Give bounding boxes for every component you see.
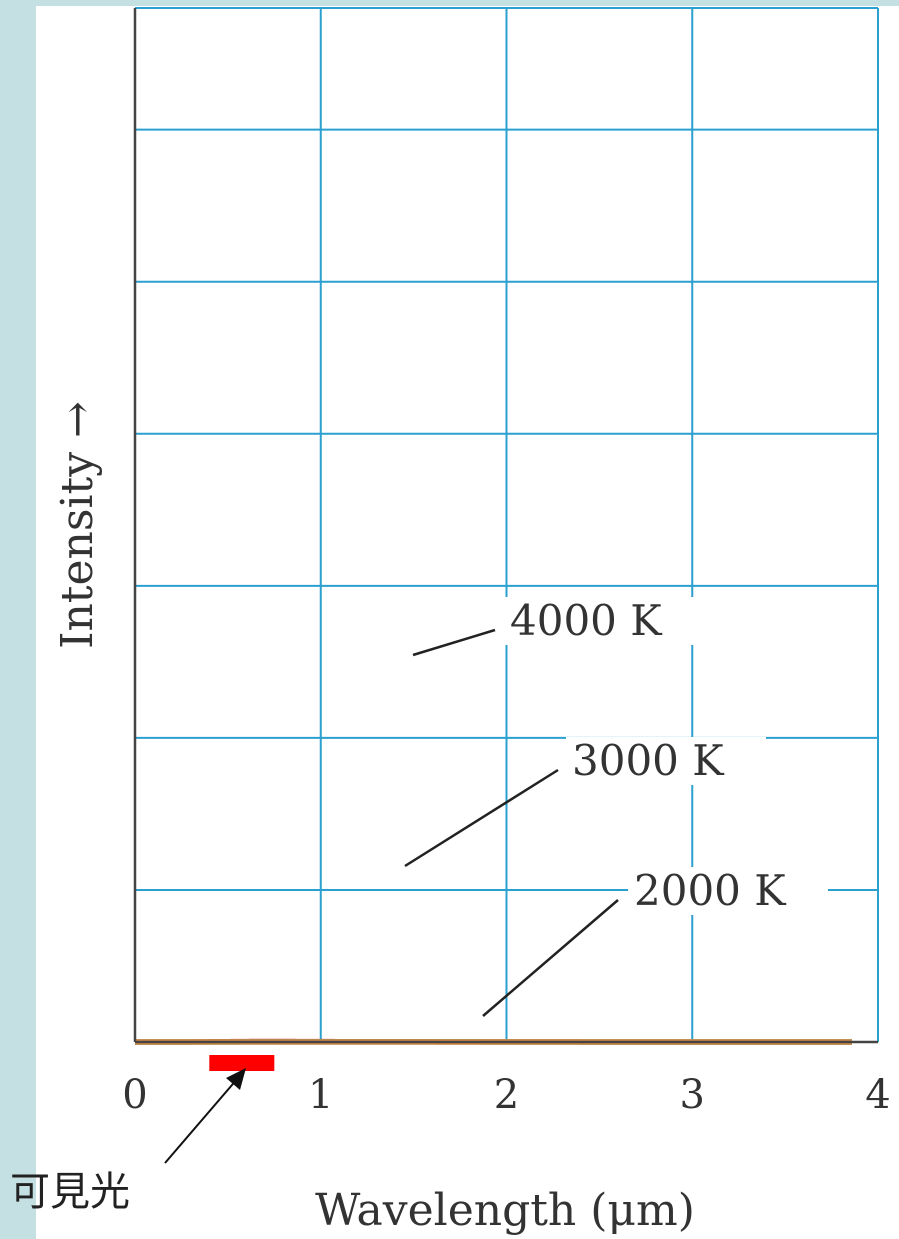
x-tick-label: 1 bbox=[308, 1072, 333, 1118]
label-2000k: 2000 K bbox=[634, 866, 787, 915]
grid bbox=[135, 7, 879, 1042]
visible-arrow-head bbox=[226, 1068, 246, 1090]
label-bg-4000k bbox=[504, 597, 704, 645]
y-axis-title: Intensity → bbox=[52, 401, 103, 649]
leader-line-4000k bbox=[412, 628, 496, 657]
left-background-band bbox=[0, 0, 36, 1239]
label-bg-3000k bbox=[566, 737, 766, 785]
visible-light-band bbox=[209, 1055, 275, 1071]
x-tick-label: 4 bbox=[865, 1072, 890, 1118]
visible-band-annotation: 可見光 bbox=[10, 1055, 275, 1215]
leader-line-3000k bbox=[404, 768, 559, 868]
axes bbox=[133, 8, 878, 1044]
leader-line-2000k bbox=[482, 899, 619, 1017]
visible-arrow-line bbox=[164, 1077, 239, 1164]
x-tick-label: 2 bbox=[494, 1072, 519, 1118]
top-background-band bbox=[0, 0, 899, 6]
label-4000k: 4000 K bbox=[510, 596, 663, 645]
x-tick-label: 0 bbox=[122, 1072, 147, 1118]
label-3000k: 3000 K bbox=[572, 736, 725, 785]
curve-labels: 4000 K 3000 K 2000 K bbox=[404, 596, 828, 1017]
x-axis-title: Wavelength (μm) bbox=[315, 1185, 695, 1236]
label-bg-2000k bbox=[628, 867, 828, 915]
x-tick-labels: 0 1 2 3 4 bbox=[122, 1072, 890, 1118]
visible-light-label: 可見光 bbox=[10, 1169, 130, 1215]
x-tick-label: 3 bbox=[680, 1072, 705, 1118]
